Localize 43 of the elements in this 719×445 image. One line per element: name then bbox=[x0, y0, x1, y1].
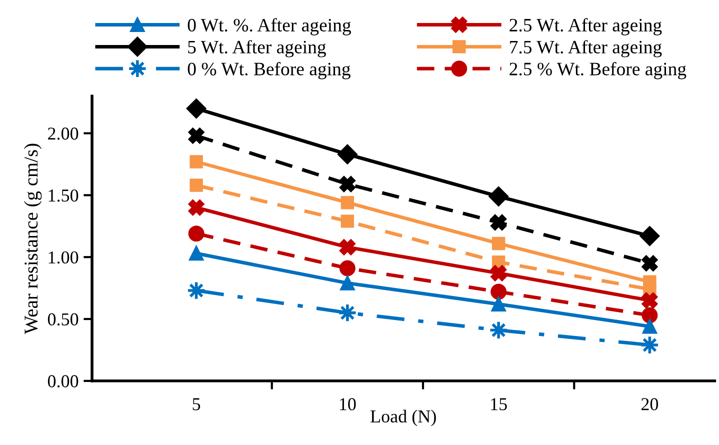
x-tick-label: 10 bbox=[340, 398, 356, 410]
y-tick-label: 1.00 bbox=[48, 251, 78, 264]
point bbox=[188, 128, 204, 144]
point bbox=[188, 200, 204, 216]
point bbox=[340, 214, 354, 228]
point bbox=[492, 236, 506, 250]
legend-label: 2.5 Wt. After ageing bbox=[510, 18, 662, 36]
point bbox=[642, 255, 658, 272]
point bbox=[490, 284, 507, 300]
point bbox=[339, 176, 356, 192]
point bbox=[491, 296, 506, 312]
legend-label: 5 Wt. After ageing bbox=[188, 40, 326, 58]
point bbox=[490, 214, 507, 230]
legend-label: 7.5 Wt. After ageing bbox=[510, 40, 662, 58]
point bbox=[339, 239, 356, 256]
y-tick-label: 0.00 bbox=[48, 375, 78, 388]
x-tick-label: 5 bbox=[192, 398, 200, 410]
point bbox=[340, 196, 354, 210]
x-axis-title: Load (N) bbox=[370, 410, 436, 426]
point bbox=[189, 246, 204, 261]
point bbox=[640, 226, 660, 246]
point bbox=[490, 265, 507, 282]
point bbox=[190, 155, 203, 168]
legend-label: 0 Wt. %. After ageing bbox=[188, 18, 351, 36]
point bbox=[642, 292, 658, 308]
point bbox=[188, 226, 204, 242]
point bbox=[642, 307, 658, 324]
y-tick-label: 0.50 bbox=[48, 313, 78, 326]
point bbox=[340, 276, 355, 290]
legend-label: 2.5 % Wt. Before aging bbox=[510, 62, 686, 80]
x-tick-label: 15 bbox=[491, 398, 507, 410]
point bbox=[339, 260, 356, 276]
point bbox=[642, 319, 657, 334]
y-tick-label: 2.00 bbox=[48, 128, 78, 140]
point bbox=[190, 178, 203, 192]
legend-label: 0 % Wt. Before aging bbox=[188, 62, 350, 80]
point bbox=[488, 186, 508, 206]
y-tick-label: 1.50 bbox=[48, 189, 78, 202]
point bbox=[643, 275, 656, 288]
point bbox=[186, 98, 206, 118]
point bbox=[338, 144, 358, 164]
y-axis-title: Wear resistance (g cm/s) bbox=[24, 144, 42, 334]
x-tick-label: 20 bbox=[641, 398, 658, 410]
